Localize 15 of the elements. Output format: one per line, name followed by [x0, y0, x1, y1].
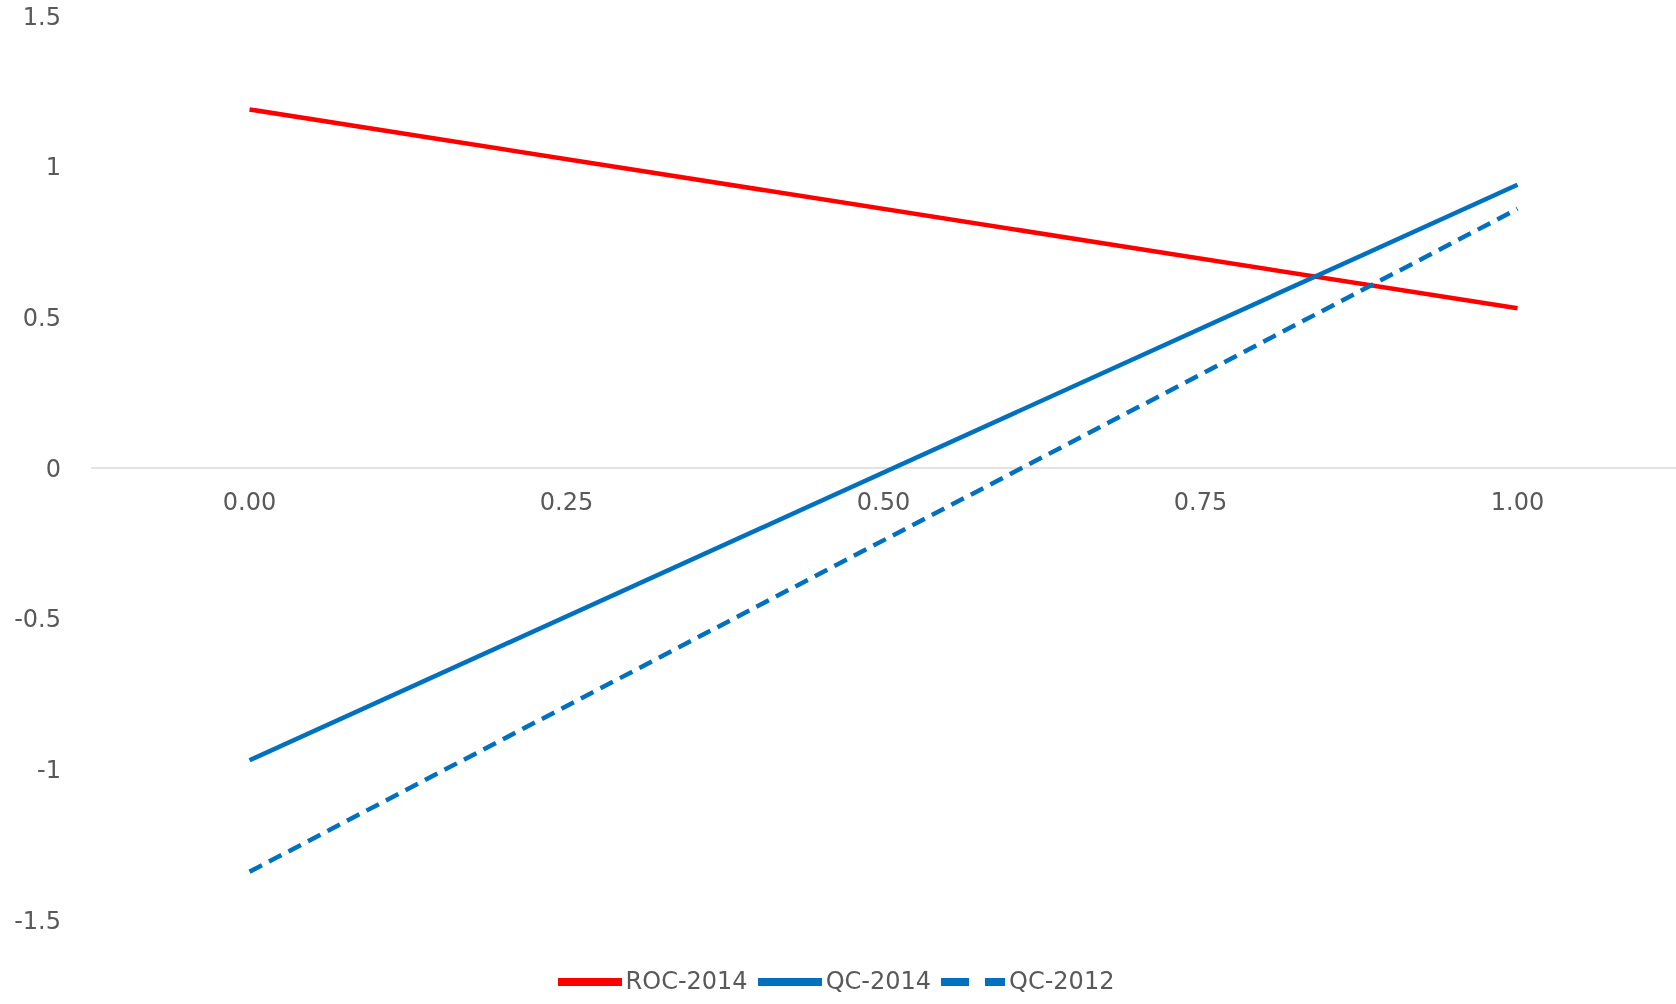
- y-tick-label: 0: [45, 454, 61, 483]
- x-tick-label: 1.00: [1490, 488, 1545, 516]
- x-tick-label: 0.75: [1173, 488, 1228, 516]
- y-tick-label: -1.5: [14, 906, 61, 935]
- legend-label: QC-2012: [1009, 967, 1115, 995]
- y-tick-label: 0.5: [22, 303, 61, 332]
- x-tick-label: 0.50: [856, 488, 911, 516]
- legend-label: QC-2014: [825, 967, 932, 995]
- y-tick-label: -1: [37, 755, 61, 784]
- x-tick-label: 0.00: [222, 488, 277, 516]
- x-tick-label: 0.25: [539, 488, 594, 516]
- legend-label: ROC-2014: [625, 967, 748, 995]
- y-tick-label: 1: [45, 153, 61, 182]
- y-tick-label: -0.5: [14, 605, 61, 634]
- y-tick-label: 1.5: [22, 2, 61, 31]
